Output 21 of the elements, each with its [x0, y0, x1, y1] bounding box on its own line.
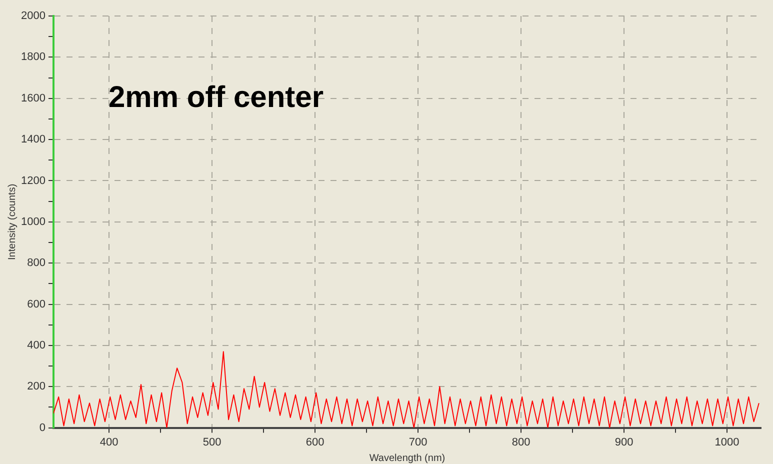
- y-tick-label: 1600: [20, 92, 46, 104]
- x-tick-label: 400: [100, 436, 118, 448]
- annotation: 2mm off center: [108, 81, 324, 114]
- x-tick-label: 900: [614, 436, 634, 448]
- x-tick-label: 700: [408, 436, 428, 448]
- x-tick-label: 800: [512, 436, 530, 448]
- y-tick-label: 1000: [20, 216, 46, 228]
- x-tick-label: 1000: [714, 436, 740, 448]
- x-tick-label: 500: [202, 436, 222, 448]
- y-tick-label: 600: [27, 298, 46, 310]
- y-axis-title: Intensity (counts): [6, 184, 18, 260]
- y-tick-label: 1800: [20, 51, 46, 64]
- y-tick-label: 1200: [20, 174, 46, 187]
- y-tick-label: 400: [27, 339, 46, 352]
- y-tick-label: 1400: [20, 134, 46, 146]
- y-tick-label: 0: [39, 422, 46, 434]
- y-tick-label: 200: [27, 380, 46, 393]
- y-tick-label: 800: [27, 257, 46, 270]
- x-axis-title: Wavelength (nm): [369, 452, 446, 464]
- x-tick-label: 600: [306, 436, 324, 448]
- y-tick-label: 2000: [20, 10, 46, 22]
